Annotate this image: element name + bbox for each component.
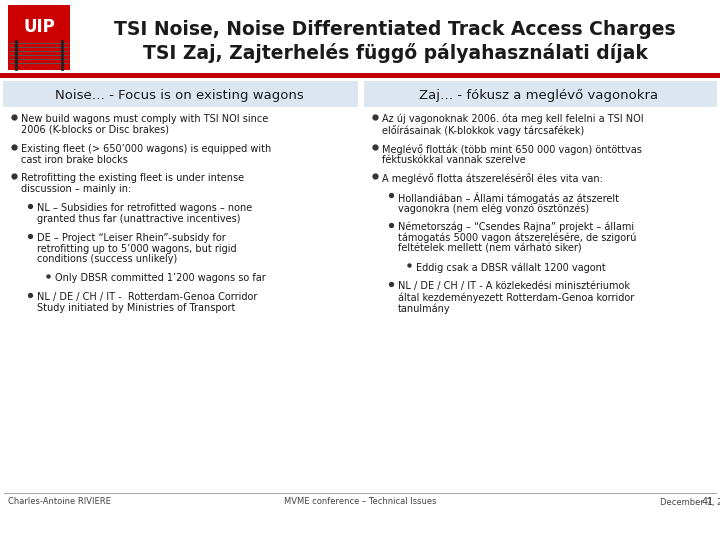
Text: Noise… - Focus is on existing wagons: Noise… - Focus is on existing wagons — [55, 89, 303, 102]
Text: discussion – mainly in:: discussion – mainly in: — [21, 184, 131, 194]
Text: Az új vagonoknak 2006. óta meg kell felelni a TSI NOI: Az új vagonoknak 2006. óta meg kell fele… — [382, 114, 644, 125]
Bar — [3, 81, 358, 107]
Bar — [0, 73, 720, 78]
Text: NL – Subsidies for retrofitted wagons – none: NL – Subsidies for retrofitted wagons – … — [37, 203, 252, 213]
Text: Zaj… - fókusz a meglévő vagonokra: Zaj… - fókusz a meglévő vagonokra — [420, 89, 659, 102]
Text: Eddig csak a DBSR vállalt 1200 vagont: Eddig csak a DBSR vállalt 1200 vagont — [416, 262, 606, 273]
Text: December 7, 2010: December 7, 2010 — [660, 497, 720, 507]
Text: retrofitting up to 5’000 wagons, but rigid: retrofitting up to 5’000 wagons, but rig… — [37, 244, 237, 254]
Text: Study initiated by Ministries of Transport: Study initiated by Ministries of Transpo… — [37, 303, 235, 313]
Text: NL / DE / CH / IT - A közlekedési minisztériumok: NL / DE / CH / IT - A közlekedési minisz… — [398, 281, 630, 292]
Text: előírásainak (K-blokkok vagy tárcsafékek): előírásainak (K-blokkok vagy tárcsafékek… — [382, 125, 584, 136]
Text: Only DBSR committed 1’200 wagons so far: Only DBSR committed 1’200 wagons so far — [55, 273, 266, 284]
Bar — [8, 5, 70, 70]
Text: Hollandiában – Állami támogatás az átszerelt: Hollandiában – Állami támogatás az átsze… — [398, 192, 619, 204]
Text: 41: 41 — [702, 497, 714, 507]
Text: Charles-Antoine RIVIERE: Charles-Antoine RIVIERE — [8, 497, 111, 507]
Text: granted thus far (unattractive incentives): granted thus far (unattractive incentive… — [37, 214, 240, 224]
Text: DE – Project “Leiser Rhein”-subsidy for: DE – Project “Leiser Rhein”-subsidy for — [37, 233, 226, 243]
Text: A meglévő flotta átszereléséről éles vita van:: A meglévő flotta átszereléséről éles vit… — [382, 173, 603, 184]
Text: támogatás 5000 vagon átszerelésére, de szigorú: támogatás 5000 vagon átszerelésére, de s… — [398, 233, 636, 244]
Text: NL / DE / CH / IT -  Rotterdam-Genoa Corridor: NL / DE / CH / IT - Rotterdam-Genoa Corr… — [37, 292, 257, 302]
Text: vagonokra (nem elég vonzó ösztönzés): vagonokra (nem elég vonzó ösztönzés) — [398, 203, 589, 214]
Text: Existing fleet (> 650’000 wagons) is equipped with: Existing fleet (> 650’000 wagons) is equ… — [21, 144, 271, 154]
Text: tanulmány: tanulmány — [398, 303, 451, 314]
Text: 2006 (K-blocks or Disc brakes): 2006 (K-blocks or Disc brakes) — [21, 125, 169, 135]
Text: Németország – “Csendes Rajna” projekt – állami: Németország – “Csendes Rajna” projekt – … — [398, 222, 634, 232]
Text: Retrofitting the existing fleet is under intense: Retrofitting the existing fleet is under… — [21, 173, 244, 184]
Text: conditions (success unlikely): conditions (success unlikely) — [37, 254, 177, 265]
Text: feltételek mellett (nem várható siker): feltételek mellett (nem várható siker) — [398, 244, 582, 254]
Text: által kezdeményezett Rotterdam-Genoa korridor: által kezdeményezett Rotterdam-Genoa kor… — [398, 292, 634, 303]
Text: MVME conference – Technical Issues: MVME conference – Technical Issues — [284, 497, 436, 507]
Text: New build wagons must comply with TSI NOI since: New build wagons must comply with TSI NO… — [21, 114, 269, 124]
Text: TSI Zaj, Zajterhelés függő pályahasználati díjak: TSI Zaj, Zajterhelés függő pályahasznála… — [143, 43, 647, 63]
Text: féktuskókkal vannak szerelve: féktuskókkal vannak szerelve — [382, 154, 526, 165]
Text: UIP: UIP — [23, 18, 55, 36]
Bar — [364, 81, 717, 107]
Text: TSI Noise, Noise Differentiated Track Access Charges: TSI Noise, Noise Differentiated Track Ac… — [114, 20, 676, 39]
Text: cast iron brake blocks: cast iron brake blocks — [21, 154, 128, 165]
Text: Meglévő flották (több mint 650 000 vagon) öntöttvas: Meglévő flották (több mint 650 000 vagon… — [382, 144, 642, 154]
